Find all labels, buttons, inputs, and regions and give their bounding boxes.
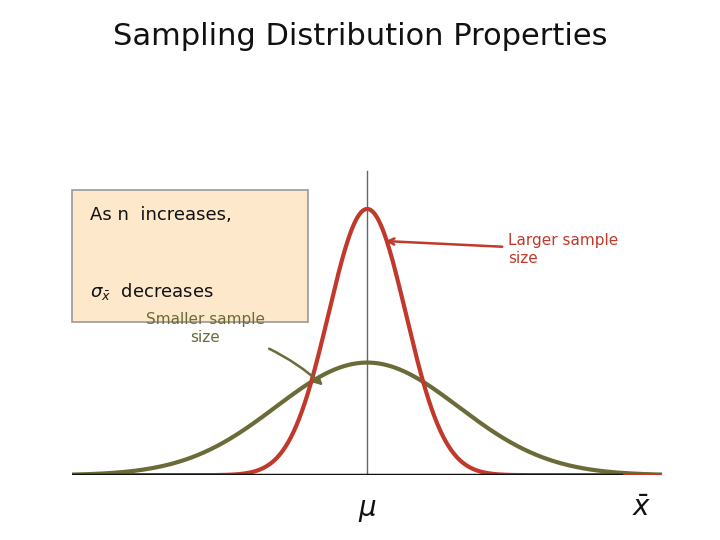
Text: Larger sample
size: Larger sample size xyxy=(388,233,618,266)
Text: $\sigma_{\bar{x}}$  decreases: $\sigma_{\bar{x}}$ decreases xyxy=(90,281,213,302)
Text: Sampling Distribution Properties: Sampling Distribution Properties xyxy=(113,22,607,51)
Text: As n  increases,: As n increases, xyxy=(90,206,231,224)
Text: Smaller sample
size: Smaller sample size xyxy=(146,312,321,383)
FancyBboxPatch shape xyxy=(72,190,308,322)
Text: $\bar{x}$: $\bar{x}$ xyxy=(631,494,651,522)
Text: μ: μ xyxy=(359,494,376,522)
